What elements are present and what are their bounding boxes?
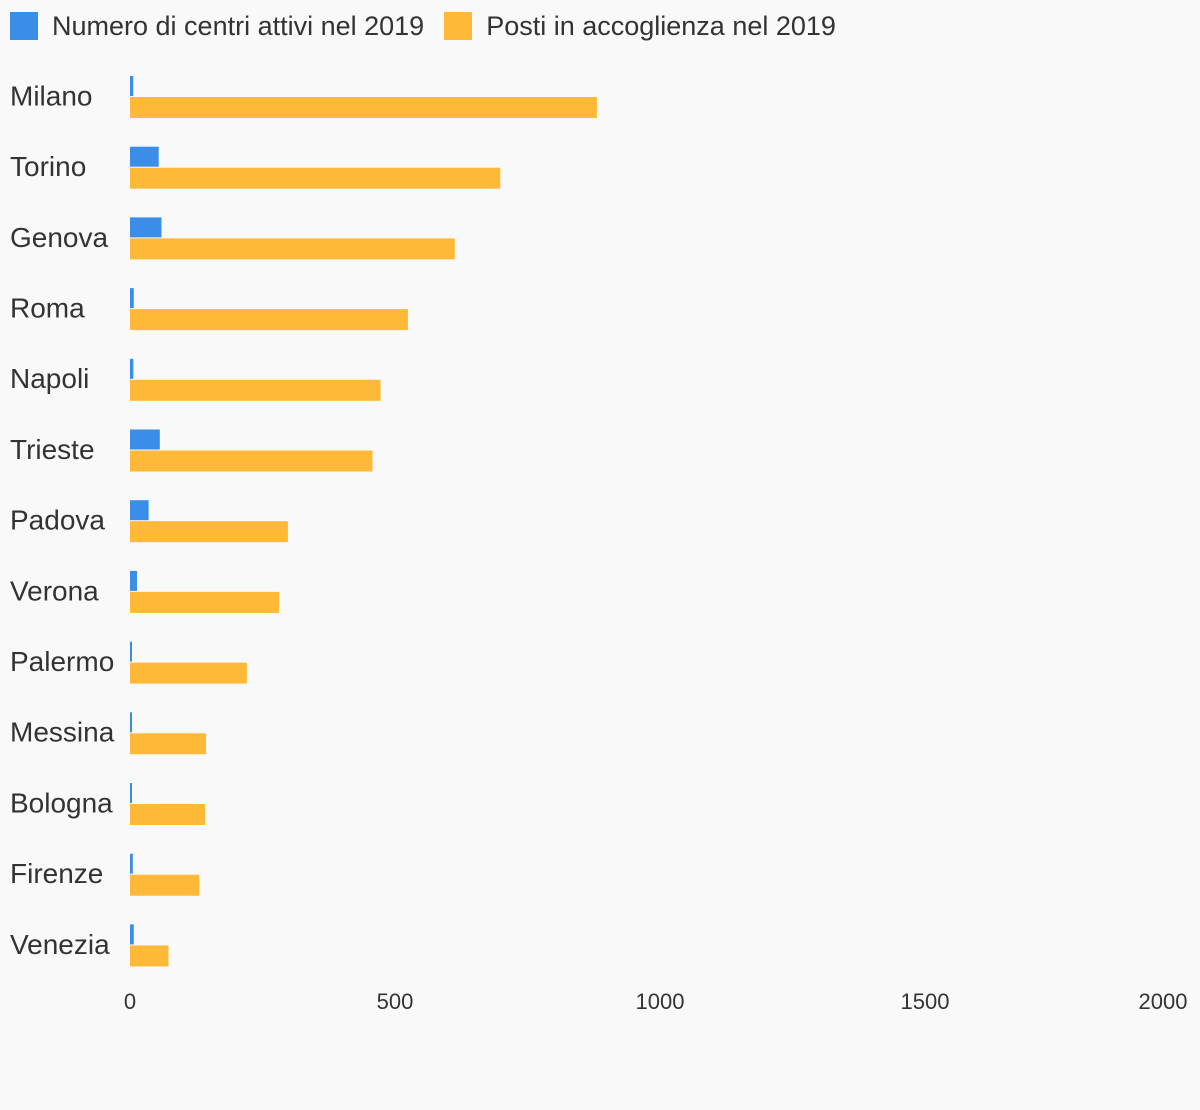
bar-posti[interactable]: [130, 662, 247, 684]
category-label: Roma: [10, 292, 85, 323]
bar-posti[interactable]: [130, 167, 501, 189]
bar-posti[interactable]: [130, 97, 597, 118]
category-label: Padova: [10, 505, 105, 536]
bar-centri[interactable]: [130, 641, 132, 662]
bar-centri[interactable]: [130, 76, 134, 96]
bars: [130, 76, 597, 967]
bar-centri[interactable]: [130, 429, 160, 450]
legend-item-posti[interactable]: Posti in accoglienza nel 2019: [444, 11, 836, 42]
category-label: Genova: [10, 222, 108, 253]
x-tick-label: 0: [124, 989, 136, 1014]
bar-centri[interactable]: [130, 500, 149, 521]
category-label: Napoli: [10, 363, 89, 394]
bar-centri[interactable]: [130, 853, 133, 874]
category-label: Trieste: [10, 434, 95, 465]
category-label: Palermo: [10, 646, 114, 677]
bar-centri[interactable]: [130, 783, 132, 803]
x-tick-label: 1500: [901, 989, 950, 1014]
x-tick-label: 1000: [636, 989, 685, 1014]
category-label: Verona: [10, 575, 99, 606]
category-label: Messina: [10, 717, 115, 748]
x-tick-label: 500: [377, 989, 414, 1014]
category-label: Bologna: [10, 787, 113, 818]
bar-posti[interactable]: [130, 238, 455, 260]
x-tick-label: 2000: [1139, 989, 1188, 1014]
bar-centri[interactable]: [130, 358, 134, 379]
bar-centri[interactable]: [130, 712, 132, 733]
category-label: Milano: [10, 80, 92, 111]
bar-posti[interactable]: [130, 733, 207, 755]
legend-swatch-centri: [10, 12, 38, 40]
bar-centri[interactable]: [130, 217, 162, 238]
bar-posti[interactable]: [130, 450, 373, 472]
legend-item-centri[interactable]: Numero di centri attivi nel 2019: [10, 11, 424, 42]
bar-centri[interactable]: [130, 288, 134, 309]
bar-centri[interactable]: [130, 570, 137, 591]
bar-posti[interactable]: [130, 521, 288, 543]
legend-swatch-posti: [444, 12, 473, 40]
bar-posti[interactable]: [130, 804, 206, 825]
bar-posti[interactable]: [130, 591, 280, 613]
bar-posti[interactable]: [130, 874, 200, 896]
bar-posti[interactable]: [130, 309, 408, 331]
bar-centri[interactable]: [130, 146, 159, 167]
legend-label-centri: Numero di centri attivi nel 2019: [52, 10, 425, 41]
category-label: Firenze: [10, 858, 103, 889]
x-axis-ticks: 0 500 1000 1500 2000: [124, 989, 1188, 1014]
bar-posti[interactable]: [130, 379, 381, 401]
legend: Numero di centri attivi nel 2019 Posti i…: [10, 8, 856, 44]
category-label: Venezia: [10, 929, 110, 960]
legend-label-posti: Posti in accoglienza nel 2019: [486, 10, 836, 41]
bar-posti[interactable]: [130, 945, 169, 967]
bar-centri[interactable]: [130, 924, 134, 945]
category-label: Torino: [10, 151, 86, 182]
category-labels: Milano Torino Genova Roma Napoli Trieste Padov…: [10, 80, 115, 959]
